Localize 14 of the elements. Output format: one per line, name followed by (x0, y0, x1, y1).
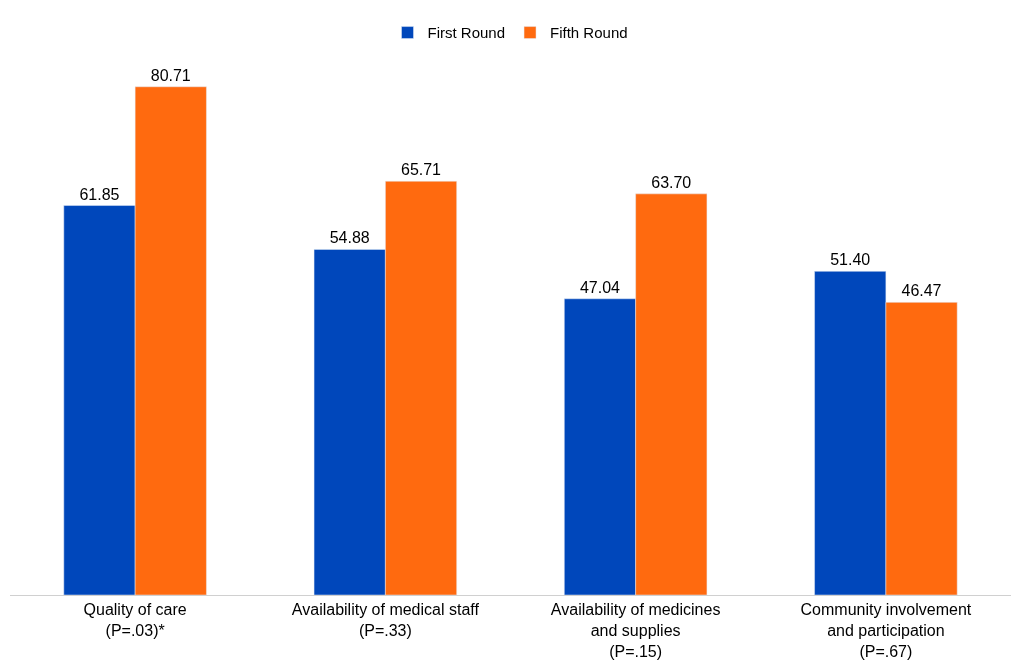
data-label: 47.04 (579, 278, 621, 296)
data-label: 61.85 (79, 185, 120, 203)
legend-label: Fifth Round (550, 24, 628, 42)
data-label: 46.47 (901, 282, 942, 300)
x-tick-label: Availability of medicines and supplies (P=.15) (550, 601, 721, 660)
data-label: 54.88 (329, 229, 370, 247)
data-label: 63.70 (651, 173, 692, 191)
data-label: 51.40 (830, 251, 871, 269)
x-tick-label: Availability of medical staff (P=.33) (291, 601, 480, 639)
data-label: 80.71 (150, 66, 191, 84)
x-tick-label: Community involvement and participation (P=.67) (800, 601, 972, 660)
legend-label: First Round (427, 24, 506, 42)
x-tick-label: Quality of care (P=.03)* (83, 601, 187, 639)
data-label: 65.71 (400, 161, 442, 179)
